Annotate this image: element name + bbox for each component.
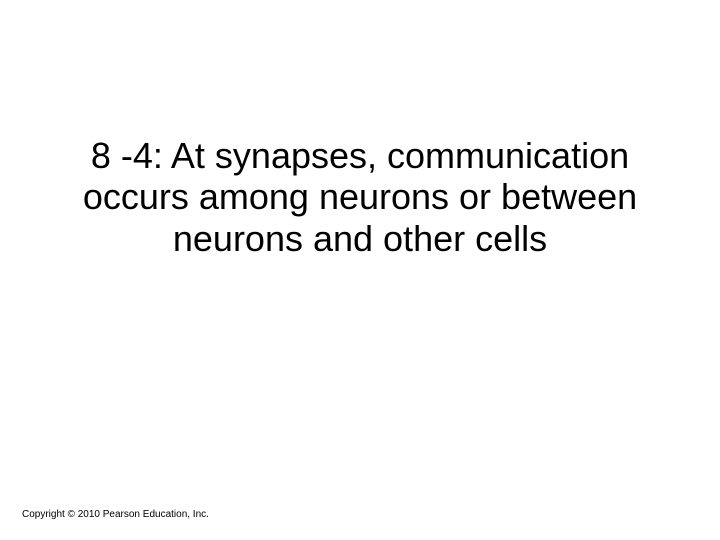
copyright-text: Copyright © 2010 Pearson Education, Inc. (22, 509, 209, 520)
slide-title: 8 -4: At synapses, communication occurs … (50, 135, 670, 259)
